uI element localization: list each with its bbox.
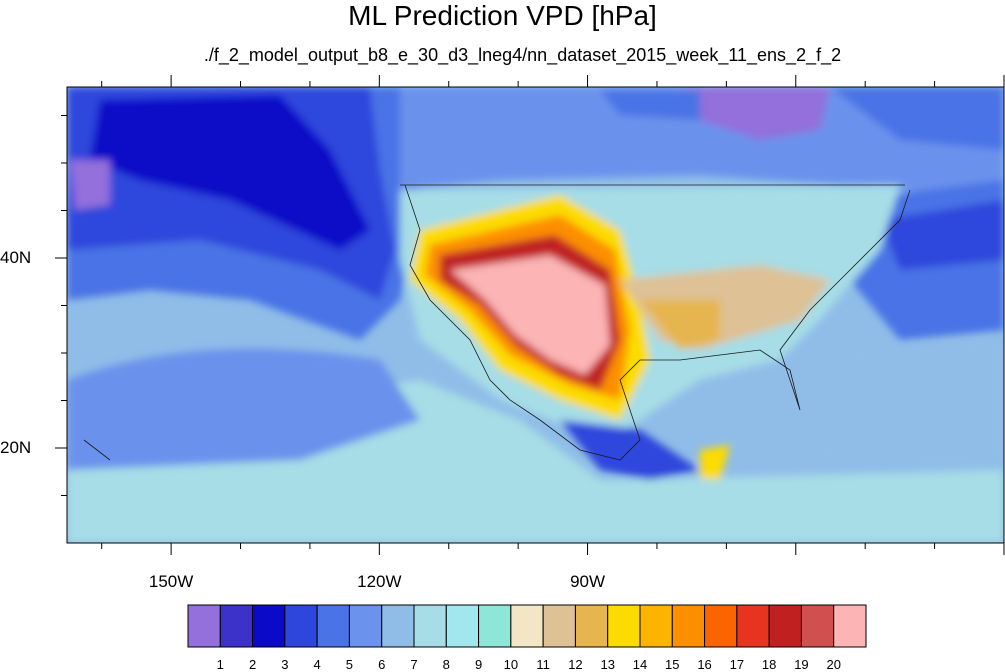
lon-tick-label: 150W	[148, 572, 194, 591]
colorbar-swatch	[316, 604, 350, 648]
colorbar-label: 14	[632, 657, 648, 672]
colorbar-label: 12	[568, 657, 583, 672]
colorbar-swatch	[510, 604, 544, 648]
colorbar-swatch	[219, 604, 254, 648]
colorbar-swatch	[800, 604, 835, 648]
colorbar-swatch	[252, 604, 286, 648]
colorbar-label: 6	[378, 657, 386, 672]
colorbar-swatch	[704, 604, 738, 648]
lat-tick-label: 40N	[0, 248, 32, 267]
colorbar-swatch	[736, 604, 770, 648]
colorbar-label: 17	[729, 657, 745, 672]
colorbar-swatch	[768, 604, 802, 648]
plot-title: ML Prediction VPD [hPa]	[348, 0, 657, 31]
colorbar-swatch	[639, 604, 673, 648]
lat-tick-label: 20N	[0, 438, 32, 457]
plot-subtitle: ./f_2_model_output_b8_e_30_d3_lneg4/nn_d…	[203, 45, 842, 65]
colorbar-label: 1	[216, 657, 224, 672]
colorbar-label: 11	[536, 657, 550, 672]
colorbar-label: 16	[697, 657, 712, 672]
colorbar-swatch	[187, 604, 221, 648]
lon-tick-label: 90W	[570, 572, 606, 591]
colorbar-label: 18	[761, 657, 777, 672]
vpd-map	[55, 75, 1005, 555]
lon-tick-label: 120W	[357, 572, 402, 591]
colorbar-label: 10	[503, 657, 519, 672]
axis-ticks	[55, 75, 1005, 555]
colorbar-swatch	[413, 604, 447, 648]
colorbar-swatch	[445, 604, 480, 648]
vpd-field	[67, 87, 1004, 543]
colorbar-swatch	[607, 604, 641, 648]
coastlines	[83, 184, 911, 461]
colorbar-label: 15	[665, 657, 680, 672]
colorbar-swatch	[574, 604, 609, 648]
colorbar-label: 19	[794, 657, 809, 672]
colorbar-label: 3	[281, 657, 289, 672]
colorbar-label: 7	[410, 657, 418, 672]
colorbar-label: 5	[345, 657, 354, 672]
colorbar-swatch	[478, 604, 512, 648]
colorbar-label: 20	[826, 657, 841, 672]
colorbar-label: 4	[313, 657, 321, 672]
colorbar-label: 13	[600, 657, 615, 672]
colorbar-swatch	[284, 604, 318, 648]
map-frame	[66, 86, 1005, 544]
colorbar-label: 8	[442, 657, 450, 672]
colorbar-swatch	[381, 604, 415, 648]
colorbar-swatch	[348, 604, 383, 648]
colorbar-swatch	[833, 604, 867, 648]
colorbar-label: 2	[248, 657, 257, 672]
colorbar-swatch	[671, 604, 706, 648]
colorbar-label: 9	[474, 657, 483, 672]
colorbar-swatch	[542, 604, 576, 648]
